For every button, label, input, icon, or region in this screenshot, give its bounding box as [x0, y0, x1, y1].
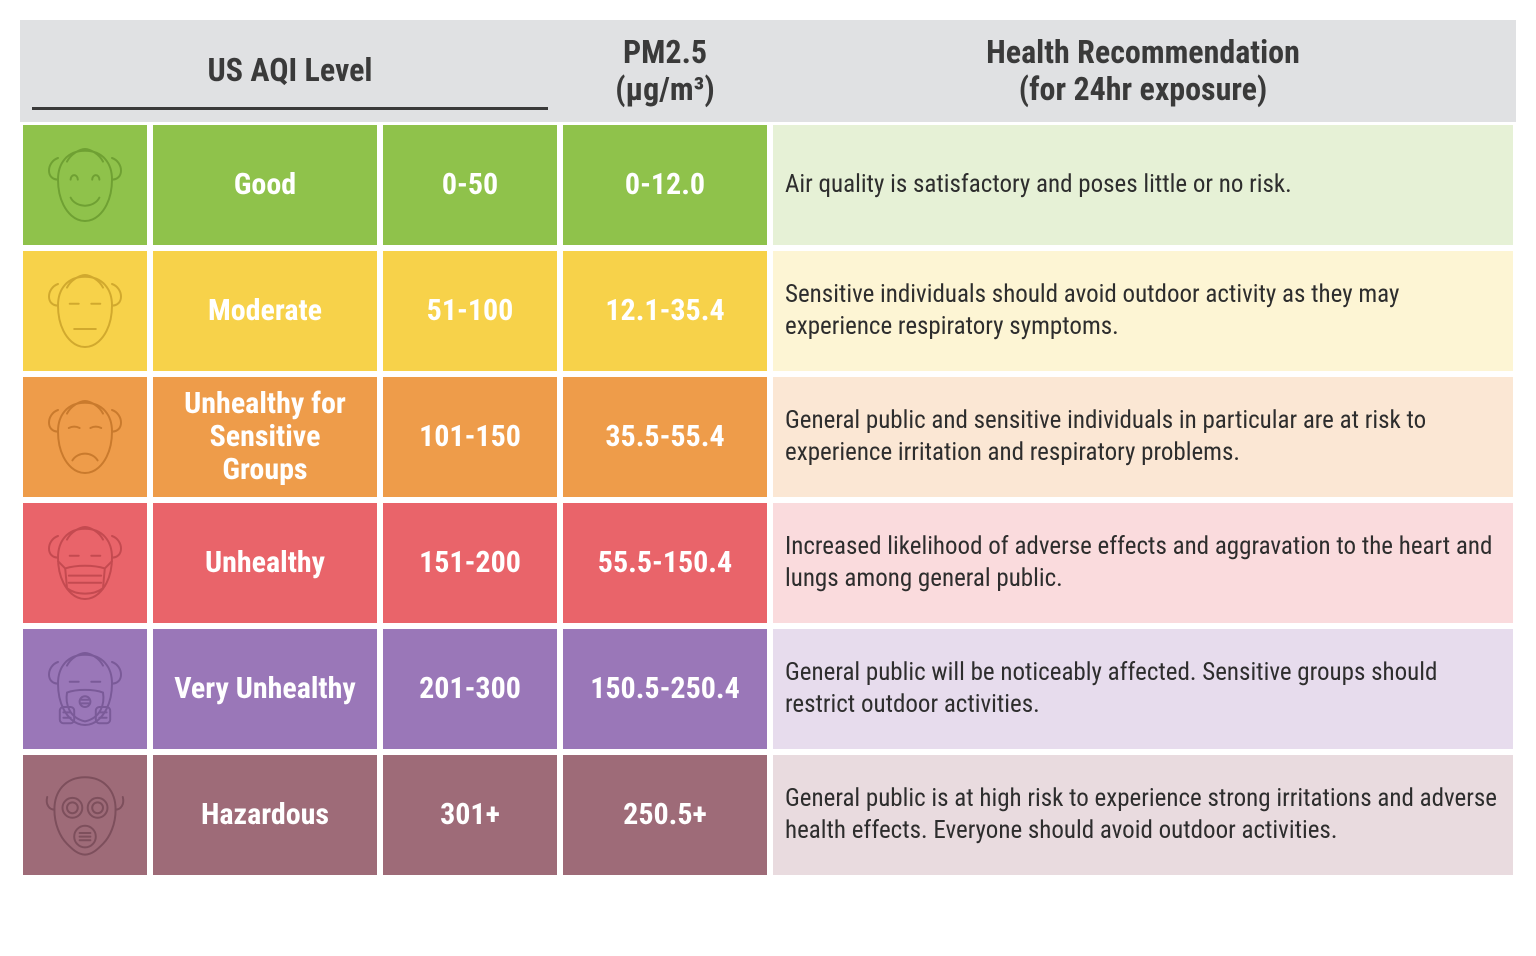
aqi-row-good: Good0-500-12.0Air quality is satisfactor… [20, 122, 1516, 248]
level-name: Very Unhealthy [150, 626, 380, 752]
aqi-range: 101-150 [380, 374, 560, 500]
level-name: Good [150, 122, 380, 248]
pm25-range: 12.1-35.4 [560, 248, 770, 374]
header-aqi-level-text: US AQI Level [208, 51, 373, 89]
health-recommendation: Increased likelihood of adverse effects … [770, 500, 1516, 626]
health-recommendation: Sensitive individuals should avoid outdo… [770, 248, 1516, 374]
health-recommendation: General public is at high risk to experi… [770, 752, 1516, 878]
health-recommendation: General public and sensitive individuals… [770, 374, 1516, 500]
pm25-range: 250.5+ [560, 752, 770, 878]
face-mask-icon [40, 513, 130, 613]
face-happy-icon [40, 135, 130, 235]
aqi-row-moderate: Moderate51-10012.1-35.4Sensitive individ… [20, 248, 1516, 374]
header-aqi-underline [32, 107, 548, 110]
header-row: US AQI Level PM2.5 (µg/m³) Health Recomm… [20, 20, 1516, 122]
pm25-range: 55.5-150.4 [560, 500, 770, 626]
health-recommendation: General public will be noticeably affect… [770, 626, 1516, 752]
header-rec-line1: Health Recommendation [986, 33, 1300, 71]
header-recommendation: Health Recommendation (for 24hr exposure… [770, 20, 1516, 122]
header-pm25-line1: PM2.5 [623, 33, 707, 71]
icon-cell [20, 374, 150, 500]
header-pm25-line2: (µg/m³) [615, 70, 714, 108]
pm25-range: 35.5-55.4 [560, 374, 770, 500]
aqi-row-unhealthy: Unhealthy151-20055.5-150.4Increased like… [20, 500, 1516, 626]
aqi-range: 301+ [380, 752, 560, 878]
level-name: Unhealthy for Sensitive Groups [150, 374, 380, 500]
aqi-row-very_unhealthy: Very Unhealthy201-300150.5-250.4General … [20, 626, 1516, 752]
health-recommendation: Air quality is satisfactory and poses li… [770, 122, 1516, 248]
pm25-range: 150.5-250.4 [560, 626, 770, 752]
aqi-range: 51-100 [380, 248, 560, 374]
icon-cell [20, 752, 150, 878]
aqi-range: 0-50 [380, 122, 560, 248]
aqi-row-usg: Unhealthy for Sensitive Groups101-15035.… [20, 374, 1516, 500]
aqi-range: 201-300 [380, 626, 560, 752]
pm25-range: 0-12.0 [560, 122, 770, 248]
level-name: Unhealthy [150, 500, 380, 626]
icon-cell [20, 626, 150, 752]
aqi-table: US AQI Level PM2.5 (µg/m³) Health Recomm… [20, 20, 1516, 878]
face-sad-icon [40, 387, 130, 487]
aqi-range: 151-200 [380, 500, 560, 626]
header-aqi-level: US AQI Level [20, 20, 560, 122]
aqi-row-hazardous: Hazardous301+250.5+General public is at … [20, 752, 1516, 878]
face-neutral-icon [40, 261, 130, 361]
header-pm25: PM2.5 (µg/m³) [560, 20, 770, 122]
header-rec-line2: (for 24hr exposure) [1019, 70, 1268, 108]
icon-cell [20, 500, 150, 626]
face-gasmask-icon [40, 765, 130, 865]
icon-cell [20, 122, 150, 248]
icon-cell [20, 248, 150, 374]
face-respirator-icon [40, 639, 130, 739]
level-name: Moderate [150, 248, 380, 374]
level-name: Hazardous [150, 752, 380, 878]
